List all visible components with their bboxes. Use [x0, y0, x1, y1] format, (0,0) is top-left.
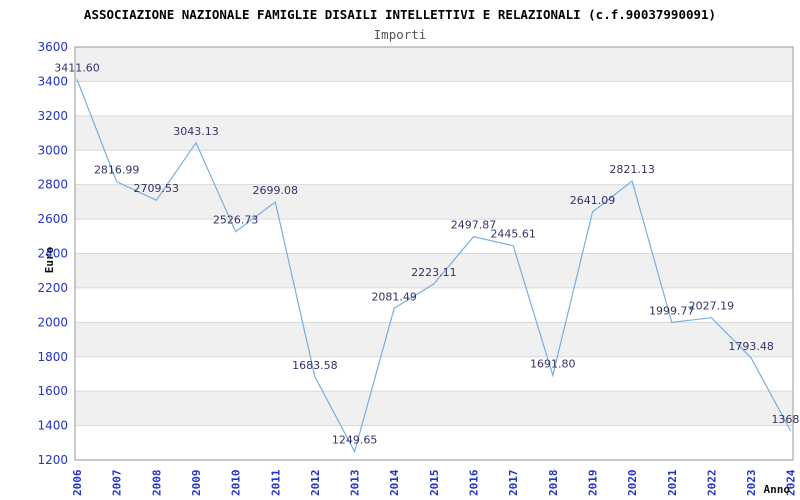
data-point-label: 2821.13 — [609, 163, 655, 176]
x-tick-label: 2023 — [745, 470, 758, 497]
data-point-label: 2027.19 — [689, 300, 735, 313]
data-point-label: 2445.61 — [490, 228, 536, 241]
x-tick-label: 2008 — [150, 470, 163, 497]
chart-subtitle: Importi — [373, 27, 427, 42]
trend-line — [76, 79, 792, 454]
plot-band — [75, 184, 793, 220]
data-point-label: 1999.77 — [649, 304, 695, 317]
x-tick-label: 2015 — [428, 470, 441, 497]
plot-band — [75, 253, 793, 288]
plot-band — [75, 391, 793, 426]
y-tick-label: 1800 — [37, 350, 68, 364]
x-tick-label: 2010 — [230, 470, 243, 497]
x-tick-label: 2018 — [547, 470, 560, 497]
y-tick-label: 3000 — [37, 143, 68, 157]
data-point-label: 2709.53 — [134, 182, 180, 195]
plot-border — [74, 46, 794, 461]
x-tick-label: 2016 — [468, 469, 481, 496]
data-point-label: 1368.4 — [771, 413, 800, 426]
y-axis-title: Euro — [43, 246, 56, 273]
y-tick-label: 2000 — [37, 315, 68, 329]
data-point-label: 2641.09 — [570, 194, 616, 207]
x-tick-label: 2012 — [309, 470, 322, 497]
data-point-label: 3411.60 — [54, 61, 100, 74]
data-point-label: 1683.58 — [292, 359, 338, 372]
x-tick-label: 2014 — [388, 469, 401, 496]
data-point-label: 2526.73 — [213, 214, 259, 227]
data-point-label: 2699.08 — [253, 184, 299, 197]
y-tick-label: 2400 — [37, 247, 68, 261]
y-tick-label: 3400 — [37, 74, 68, 88]
x-tick-label: 2022 — [705, 470, 718, 497]
x-tick-label: 2011 — [269, 469, 282, 496]
y-tick-label: 2200 — [37, 281, 68, 295]
data-point-label: 1793.48 — [728, 340, 774, 353]
x-tick-label: 2019 — [586, 470, 599, 497]
chart-title: ASSOCIAZIONE NAZIONALE FAMIGLIE DISAILI … — [83, 7, 717, 22]
data-point-label: 2223.11 — [411, 266, 457, 279]
plot-band — [75, 322, 793, 357]
data-point-label: 2816.99 — [94, 164, 140, 177]
y-tick-label: 3200 — [37, 109, 68, 123]
x-axis-title: Anno — [764, 483, 791, 496]
data-point-label: 2081.49 — [371, 290, 417, 303]
data-point-label: 3043.13 — [173, 125, 219, 138]
y-tick-label: 1600 — [37, 384, 68, 398]
x-tick-label: 2020 — [626, 470, 639, 497]
plot-band — [75, 47, 793, 82]
x-tick-label: 2024 — [785, 469, 798, 496]
y-tick-label: 2800 — [37, 178, 68, 192]
y-tick-label: 1200 — [37, 453, 68, 467]
data-point-label: 1691.80 — [530, 357, 576, 370]
data-point-label: 2497.87 — [451, 219, 497, 232]
x-tick-label: 2006 — [71, 469, 84, 496]
data-point-label: 1249.65 — [332, 434, 378, 447]
y-tick-label: 2600 — [37, 212, 68, 226]
y-tick-label: 3600 — [37, 40, 68, 54]
y-tick-label: 1400 — [37, 419, 68, 433]
x-tick-label: 2017 — [507, 470, 520, 497]
x-tick-label: 2021 — [666, 469, 679, 496]
x-tick-label: 2013 — [349, 470, 362, 497]
x-tick-label: 2007 — [111, 470, 124, 497]
x-tick-label: 2009 — [190, 470, 203, 497]
